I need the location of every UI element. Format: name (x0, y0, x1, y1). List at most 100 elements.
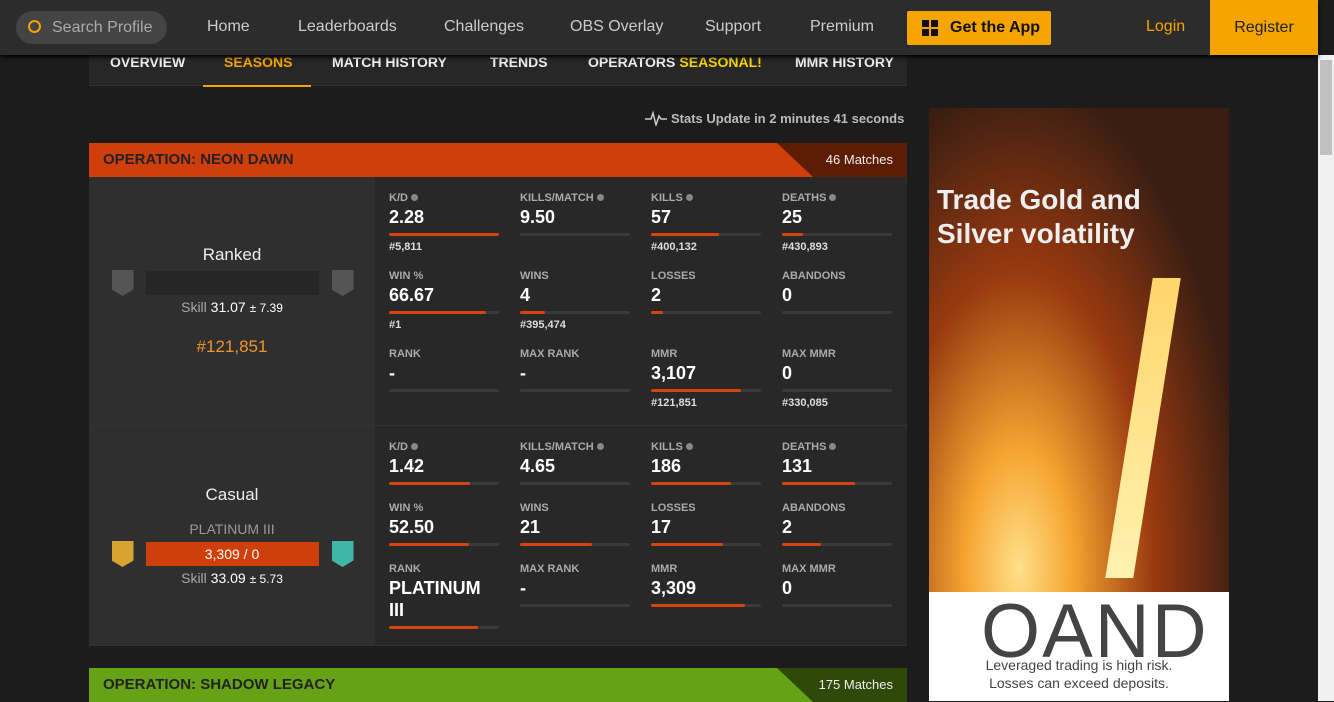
search-input[interactable]: Search Profile (16, 11, 167, 44)
stat: WIN % 66.67 #1 (389, 270, 499, 331)
stat-value: 3,107 (651, 363, 697, 383)
stat-rank: #121,851 (651, 397, 697, 409)
stat-value: - (389, 363, 395, 383)
stat-value: 3,309 (651, 578, 697, 598)
info-icon[interactable] (410, 194, 418, 201)
nav-link[interactable]: Leaderboards (298, 18, 397, 35)
stat: MMR 3,107 #121,851 (651, 348, 761, 409)
mode-name: Casual (205, 485, 259, 504)
stat: WINS 4 #395,474 (520, 270, 630, 331)
stat-bar-track (782, 604, 892, 607)
stat-bar (520, 311, 546, 314)
login-link[interactable]: Login (1146, 18, 1186, 35)
stats-update: Stats Update in 2 minutes 41 seconds (645, 110, 904, 126)
nav-link[interactable]: Challenges (444, 18, 525, 35)
nav-link[interactable]: Support (705, 18, 762, 35)
stat-label: RANK (389, 563, 421, 575)
stat-value: 21 (520, 517, 541, 537)
stat: MMR 3,309 (651, 563, 761, 629)
stat-bar-track (651, 482, 761, 485)
tab-label: SEASONS (224, 54, 293, 70)
tab[interactable]: MMR HISTORY (795, 55, 894, 70)
stat-value: 4 (520, 285, 531, 305)
stat-label: WIN % (389, 502, 424, 514)
stat: DEATHS 25 #430,893 (782, 192, 892, 253)
advertisement[interactable]: Trade Gold and Silver volatility OAND Le… (929, 108, 1229, 701)
disclaimer-line: Leveraged trading is high risk. (985, 657, 1173, 673)
stat: ABANDONS 0 (782, 270, 892, 331)
stat-label: KILLS (651, 192, 761, 205)
stat-bar (782, 543, 821, 546)
tab-label: MMR HISTORY (795, 54, 894, 70)
stat-label: K/D (389, 192, 499, 205)
disclaimer-line: Losses can exceed deposits. (989, 675, 1169, 691)
stat-bar (651, 543, 723, 546)
info-icon[interactable] (829, 194, 837, 201)
tab[interactable]: SEASONS (224, 55, 292, 70)
season-title: OPERATION: SHADOW LEGACY (103, 676, 336, 693)
match-count: 175 Matches (777, 668, 907, 702)
mode-summary: Ranked Skill 31.07 ± 7.39 #121,851 (89, 177, 375, 425)
mode-row: Ranked Skill 31.07 ± 7.39 #121,851 K/D 2.28 #… (89, 177, 907, 426)
scroll-thumb[interactable] (1320, 60, 1332, 155)
stat-value: 17 (651, 517, 672, 537)
tab-badge: SEASONAL! (679, 54, 762, 70)
mode-name: Ranked (202, 245, 262, 264)
tab[interactable]: OVERVIEW (110, 55, 185, 70)
skill: Skill 31.07 ± 7.39 (181, 299, 283, 315)
skill-label: Skill (181, 299, 207, 315)
scrollbar[interactable] (1318, 55, 1334, 701)
stat-label: WINS (520, 502, 549, 514)
stat-bar-track (520, 543, 630, 546)
stat: K/D 2.28 #5,811 (389, 192, 499, 253)
stat-rank: #330,085 (782, 397, 828, 409)
stat-label: MAX RANK (520, 348, 580, 360)
skill-deviation: ± 5.73 (249, 572, 283, 586)
stat-rank: #430,893 (782, 241, 828, 253)
nav-link[interactable]: Premium (810, 18, 875, 35)
stat-bar-track (651, 543, 761, 546)
ad-image (929, 108, 1229, 592)
stat-bar (782, 482, 855, 485)
tab-label: OPERATORS (588, 54, 676, 70)
tab[interactable]: TRENDS (490, 55, 548, 70)
register-button[interactable]: Register (1210, 0, 1318, 55)
info-icon[interactable] (596, 443, 604, 450)
stat-bar (651, 311, 664, 314)
stat-value: 131 (782, 456, 813, 476)
nav-link[interactable]: OBS Overlay (570, 18, 664, 35)
info-icon[interactable] (685, 443, 693, 450)
get-app-button[interactable]: Get the App (907, 11, 1051, 45)
stat-bar-track (520, 311, 630, 314)
stat-label: MMR (651, 563, 678, 575)
stat-value: - (520, 578, 526, 598)
info-icon[interactable] (685, 194, 693, 201)
stat-label: LOSSES (651, 270, 696, 282)
stat-bar-track (389, 233, 499, 236)
stat-bar-track (782, 311, 892, 314)
info-icon[interactable] (829, 443, 837, 450)
stat-label: MMR (651, 348, 678, 360)
tab[interactable]: OPERATORS SEASONAL! (588, 55, 762, 70)
stat-label: MAX RANK (520, 563, 580, 575)
stat-bar (520, 543, 592, 546)
stat-label: K/D (389, 441, 499, 454)
stat-value: 57 (651, 207, 672, 227)
stat-bar (651, 482, 732, 485)
stat: MAX MMR 0 (782, 563, 892, 629)
stat-bar-track (651, 604, 761, 607)
stat-value: 2 (782, 517, 793, 537)
stat-label: WINS (520, 270, 549, 282)
stat-bar-track (782, 389, 892, 392)
stat-value: 1.42 (389, 456, 425, 476)
stat-bar-track (782, 482, 892, 485)
stat-bar-track (389, 482, 499, 485)
info-icon[interactable] (410, 443, 418, 450)
tab[interactable]: MATCH HISTORY (332, 55, 447, 70)
active-tab-underline (203, 85, 311, 87)
info-icon[interactable] (596, 194, 604, 201)
stat-bar-track (782, 233, 892, 236)
nav-link[interactable]: Home (207, 18, 250, 35)
tab-label: TRENDS (490, 54, 548, 70)
